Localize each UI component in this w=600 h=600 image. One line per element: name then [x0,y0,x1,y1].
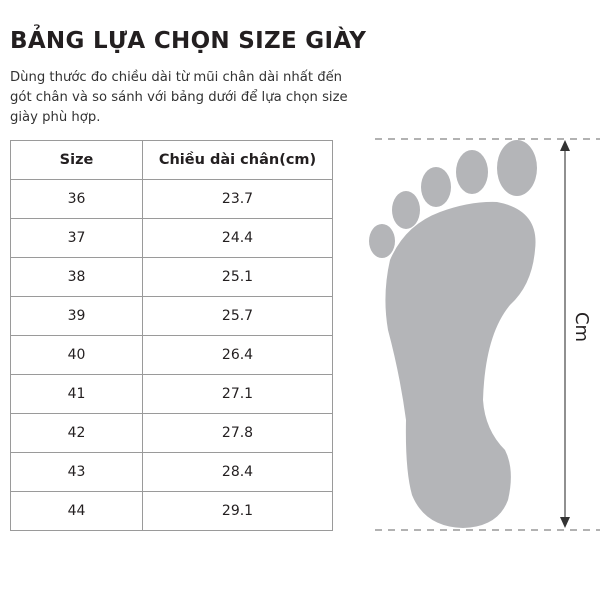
table-row: 42 27.8 [10,413,333,453]
arrow-head-top [560,140,570,151]
foot-length-cell: 23.7 [142,179,333,219]
table-row: 40 26.4 [10,335,333,375]
foot-length-cell: 26.4 [142,335,333,375]
size-cell: 42 [10,413,143,453]
table-header-row: Size Chiều dài chân(cm) [10,140,333,180]
foot-length-cell: 27.1 [142,374,333,414]
table-row: 44 29.1 [10,491,333,531]
foot-length-cell: 25.7 [142,296,333,336]
instructions-text: Dùng thước đo chiều dài từ mũi chân dài … [10,70,348,125]
size-cell: 41 [10,374,143,414]
size-table: Size Chiều dài chân(cm) 36 23.7 37 24.4 38 25… [10,140,333,531]
size-cell: 39 [10,296,143,336]
foot-length-cell: 25.1 [142,257,333,297]
unit-label: Cm [571,312,592,342]
page-title: BẢNG LỰA CHỌN SIZE GIÀY [10,28,367,54]
foot-length-cell: 27.8 [142,413,333,453]
size-cell: 44 [10,491,143,531]
size-cell: 40 [10,335,143,375]
table-row: 43 28.4 [10,452,333,492]
footprint-icon [369,140,537,528]
size-cell: 43 [10,452,143,492]
table-row: 41 27.1 [10,374,333,414]
header-size: Size [10,140,143,180]
table-row: 36 23.7 [10,179,333,219]
arrow-head-bottom [560,517,570,528]
table-row: 39 25.7 [10,296,333,336]
foot-length-cell: 29.1 [142,491,333,531]
size-cell: 36 [10,179,143,219]
size-cell: 37 [10,218,143,258]
